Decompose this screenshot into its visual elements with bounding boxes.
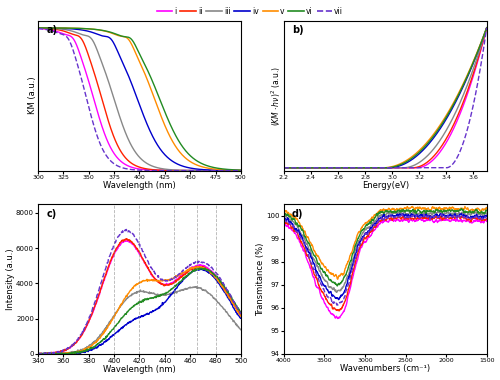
Y-axis label: Intensity (a.u.): Intensity (a.u.): [6, 248, 15, 310]
Y-axis label: $(KM \cdot h\nu)^2$ (a.u.): $(KM \cdot h\nu)^2$ (a.u.): [269, 66, 282, 126]
Text: d): d): [292, 209, 304, 218]
X-axis label: Energy(eV): Energy(eV): [362, 181, 409, 190]
Y-axis label: KM (a.u.): KM (a.u.): [28, 77, 36, 114]
Text: c): c): [46, 209, 56, 218]
Text: a): a): [46, 25, 57, 35]
Y-axis label: Transmitance (%): Transmitance (%): [256, 242, 265, 316]
Legend: i, ii, iii, iv, v, vi, vii: i, ii, iii, iv, v, vi, vii: [154, 4, 346, 19]
Text: b): b): [292, 25, 304, 35]
X-axis label: Wavenumbers (cm⁻¹): Wavenumbers (cm⁻¹): [340, 364, 430, 374]
X-axis label: Wavelength (nm): Wavelength (nm): [103, 366, 176, 374]
X-axis label: Wavelength (nm): Wavelength (nm): [103, 181, 176, 190]
